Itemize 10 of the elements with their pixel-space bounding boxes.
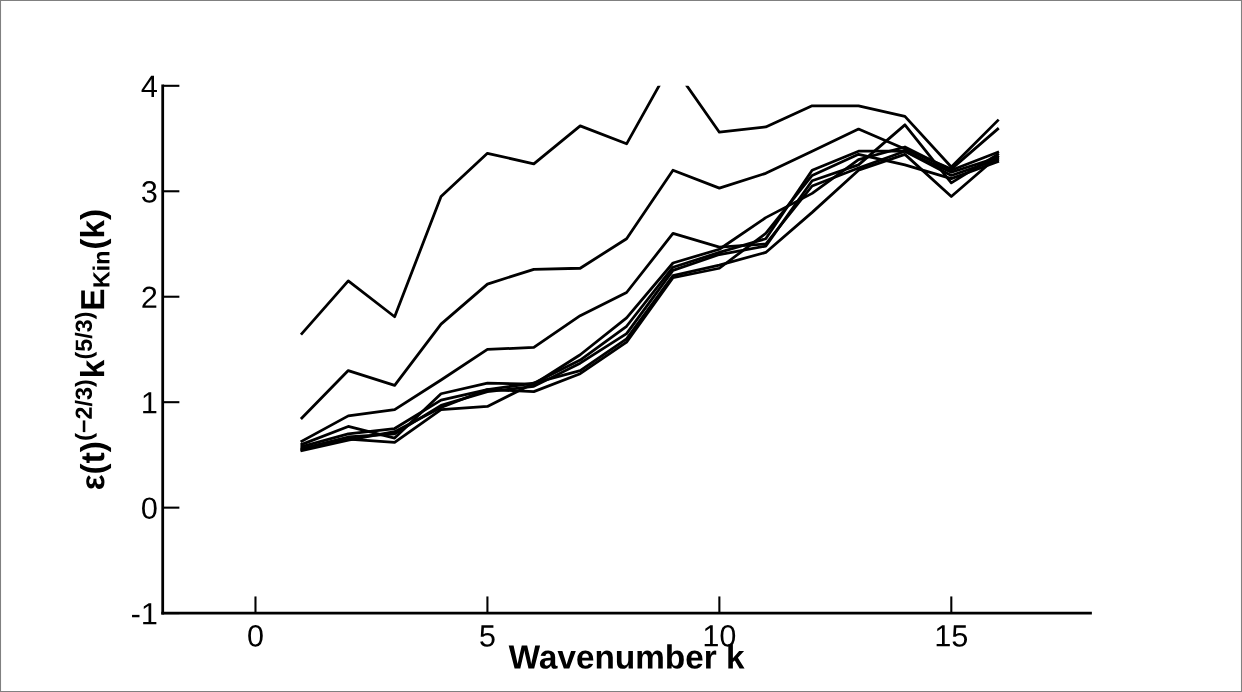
y-tick-label: 3 bbox=[142, 181, 157, 203]
y-tick-label: 1 bbox=[143, 392, 157, 414]
y-axis-title: ε(t)$^{(−2/3)}$k$^{(5/3)}$E$_{Kin}$(k) bbox=[74, 210, 112, 490]
x-tick-label: 0 bbox=[248, 625, 263, 647]
y-tick-label: -1 bbox=[132, 603, 157, 625]
y-tick-label: 0 bbox=[142, 497, 157, 520]
x-tick-label: 5 bbox=[480, 625, 495, 647]
y-tick-label: 4 bbox=[141, 75, 157, 97]
y-tick-label: 2 bbox=[142, 286, 157, 308]
x-tick-label: 15 bbox=[936, 625, 968, 647]
